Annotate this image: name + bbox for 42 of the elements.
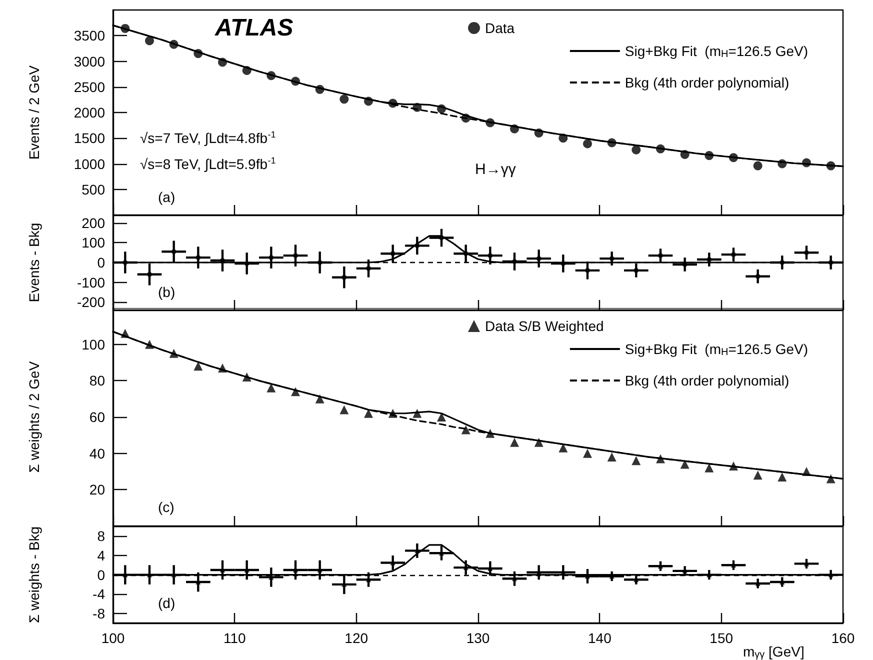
- y-tick-label: 8: [97, 528, 106, 544]
- y-tick-label: 100: [82, 336, 106, 352]
- y-tick-label: 1000: [74, 156, 106, 172]
- x-tick-label: 160: [831, 630, 855, 646]
- y-axis-title: Events - Bkg: [26, 222, 42, 302]
- y-tick-label: -200: [76, 294, 106, 310]
- y-axis-title: Σ weights - Bkg: [26, 526, 42, 624]
- y-tick-label: 0: [97, 566, 106, 583]
- y-tick-label: 40: [89, 445, 106, 462]
- annotation: ATLAS: [214, 14, 294, 42]
- y-tick-label: 4: [97, 548, 106, 564]
- legend-label: Data S/B Weighted: [485, 318, 604, 334]
- legend-label: Data: [485, 20, 515, 36]
- y-axis-title: Σ weights / 2 GeV: [26, 360, 42, 473]
- x-tick-label: 150: [710, 630, 734, 646]
- y-tick-label: -8: [92, 605, 106, 622]
- y-tick-label: 0: [97, 254, 106, 270]
- annotation: (c): [158, 499, 174, 515]
- y-tick-label: 2500: [74, 78, 106, 95]
- y-tick-label: 3500: [74, 28, 106, 44]
- y-tick-label: 60: [89, 409, 106, 425]
- annotation: (d): [158, 595, 176, 611]
- y-axis-title: Events / 2 GeV: [26, 64, 42, 160]
- legend-label: Bkg (4th order polynomial): [624, 74, 790, 90]
- y-tick-label: -4: [92, 586, 106, 602]
- x-tick-label: 120: [344, 630, 368, 646]
- y-tick-label: 200: [82, 214, 106, 231]
- y-tick-label: 20: [89, 482, 106, 498]
- x-tick-label: 110: [224, 630, 246, 646]
- x-tick-label: 130: [466, 630, 490, 646]
- y-tick-label: -100: [76, 274, 106, 290]
- y-tick-label: 500: [82, 181, 106, 198]
- y-tick-label: 100: [82, 234, 106, 251]
- annotation: (a): [158, 189, 176, 205]
- y-tick-label: 80: [89, 372, 106, 389]
- annotation: H→γγ: [475, 161, 516, 178]
- legend-label: Bkg (4th order polynomial): [624, 372, 790, 388]
- y-tick-label: 2000: [74, 104, 106, 120]
- annotation: (b): [158, 284, 176, 300]
- y-tick-label: 3000: [74, 53, 106, 70]
- y-tick-label: 1500: [74, 130, 106, 146]
- x-tick-label: 140: [588, 630, 612, 646]
